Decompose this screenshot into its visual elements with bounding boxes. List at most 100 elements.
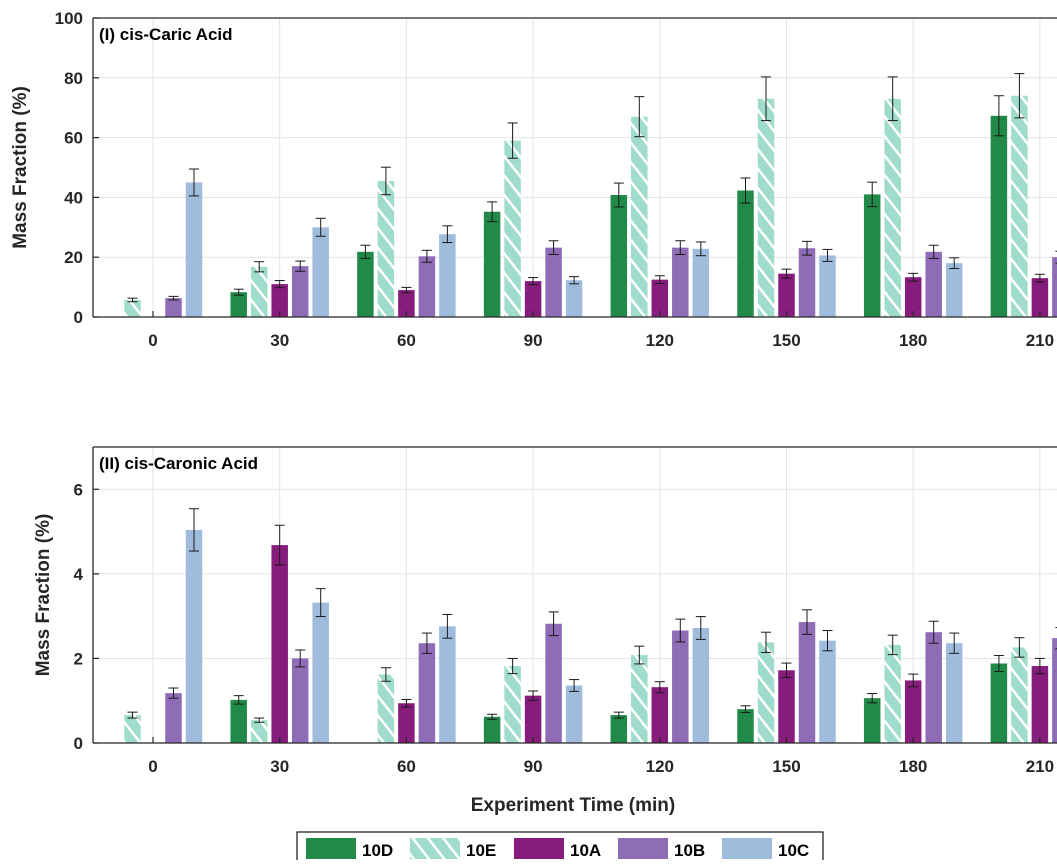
errorbar-10D-150 (740, 177, 751, 204)
errorbar-10E-150 (761, 76, 771, 122)
bar-10E-0 (124, 299, 141, 317)
errorbar-10A-90 (528, 690, 539, 701)
errorbar-10E-0 (127, 711, 138, 719)
bar-10A-60 (398, 290, 415, 317)
y-tick-label: 6 (74, 480, 83, 499)
panel-cis-caric-acid: 0 20 40 60 80 100 0 30 60 90 120 150 180 210 (I) cis-C… (10, 9, 1057, 350)
errorbar-10E-30 (254, 261, 265, 273)
legend-entry-10E: 10E (410, 838, 496, 860)
bar-10E-210 (1011, 647, 1028, 743)
bar-10E-90 (504, 666, 521, 743)
errorbar-10A-60 (401, 286, 412, 294)
bar-10B-120 (672, 630, 689, 743)
errorbar-10E-210 (1014, 637, 1025, 658)
x-tick-label: 150 (772, 757, 800, 776)
legend-label-10D: 10D (362, 841, 393, 860)
x-tick-label: 180 (899, 757, 927, 776)
y-tick-label: 100 (55, 9, 83, 28)
errorbar-10D-180 (867, 693, 878, 704)
bar-10B-210 (1052, 638, 1057, 743)
legend-swatch-10C (722, 838, 772, 859)
errorbar-10B-60 (421, 249, 432, 263)
errorbar-10E-90 (507, 657, 518, 675)
errorbar-10E-210 (1014, 73, 1025, 119)
bar-10C-60 (439, 234, 456, 317)
legend: 10D 10E 10A 10B 10C (296, 831, 824, 863)
bar-10E-120 (631, 116, 648, 317)
errorbar-10B-180 (928, 620, 939, 644)
bar-10E-30 (250, 266, 268, 317)
errorbar-10A-210 (1034, 273, 1045, 283)
legend-label-10B: 10B (674, 841, 705, 860)
y-tick-label: 0 (74, 734, 83, 753)
legend-swatch-10A (514, 838, 564, 859)
bar-10D-90 (483, 211, 501, 317)
bar-10A-180 (904, 277, 922, 317)
errorbar-10E-60 (380, 166, 391, 196)
errorbar-10A-120 (654, 681, 665, 694)
bar-10A-120 (651, 279, 669, 317)
y-tick-label: 60 (64, 129, 83, 148)
bar-10C-180 (945, 263, 963, 317)
bar-10A-210 (1031, 278, 1049, 317)
errorbar-10D-90 (487, 713, 498, 720)
bar-10C-150 (819, 640, 836, 743)
errorbar-10C-150 (822, 630, 833, 652)
errorbar-10C-180 (949, 632, 960, 654)
errorbar-10B-0 (168, 295, 179, 301)
errorbar-10B-30 (295, 649, 306, 668)
y-axis-title: Mass Fraction (%) (10, 86, 31, 249)
x-tick-label: 60 (397, 757, 416, 776)
errorbar-10B-120 (675, 618, 686, 643)
bar-10A-30 (271, 545, 288, 743)
legend-swatch-10B (618, 838, 668, 859)
errorbar-10C-60 (442, 613, 453, 639)
errorbar-10E-60 (380, 667, 391, 682)
bar-10B-120 (672, 247, 689, 317)
errorbar-10A-30 (274, 280, 285, 289)
bar-10A-90 (524, 281, 542, 317)
legend-label-10C: 10C (778, 841, 809, 860)
bar-10D-180 (863, 194, 881, 317)
errorbar-10C-90 (569, 276, 580, 285)
bar-10C-150 (819, 255, 836, 317)
errorbar-10C-150 (822, 248, 833, 262)
bar-10D-30 (230, 699, 247, 743)
series-10E (124, 73, 1028, 318)
bar-10C-180 (945, 643, 963, 743)
errorbar-10A-210 (1034, 657, 1045, 675)
errorbar-10B-150 (802, 609, 812, 635)
bar-10A-210 (1031, 666, 1049, 743)
y-tick-label: 2 (74, 649, 83, 668)
panel-title: (I) cis-Caric Acid (99, 25, 233, 44)
bar-10A-150 (778, 273, 795, 317)
errorbar-10C-120 (695, 616, 706, 640)
legend-entry-10D: 10D (306, 838, 393, 860)
legend-swatch-10D (306, 838, 356, 859)
series-10C (185, 508, 963, 743)
legend-swatch-10E (410, 838, 460, 859)
errorbar-10B-120 (675, 240, 686, 256)
errorbar-10B-90 (548, 240, 559, 256)
bar-10D-150 (737, 709, 754, 743)
bar-10A-180 (904, 680, 922, 743)
errorbar-10A-180 (908, 272, 919, 282)
bar-10D-90 (483, 716, 501, 743)
bar-10E-0 (124, 715, 141, 743)
bar-10D-180 (863, 698, 881, 743)
x-tick-label: 90 (524, 757, 543, 776)
x-tick-label: 120 (646, 331, 674, 350)
legend-entry-10C: 10C (722, 838, 809, 860)
x-axis-title: Experiment Time (min) (471, 795, 675, 816)
bar-10C-30 (312, 602, 329, 743)
series-10A (271, 524, 1049, 743)
bar-10B-60 (418, 256, 436, 317)
bar-10A-150 (778, 670, 795, 743)
errorbar-10D-210 (993, 95, 1004, 137)
errorbar-10B-180 (928, 244, 939, 259)
bar-10E-150 (757, 98, 775, 317)
series-10C (185, 168, 963, 317)
errorbar-10C-30 (315, 217, 326, 237)
bar-10D-30 (230, 292, 247, 317)
